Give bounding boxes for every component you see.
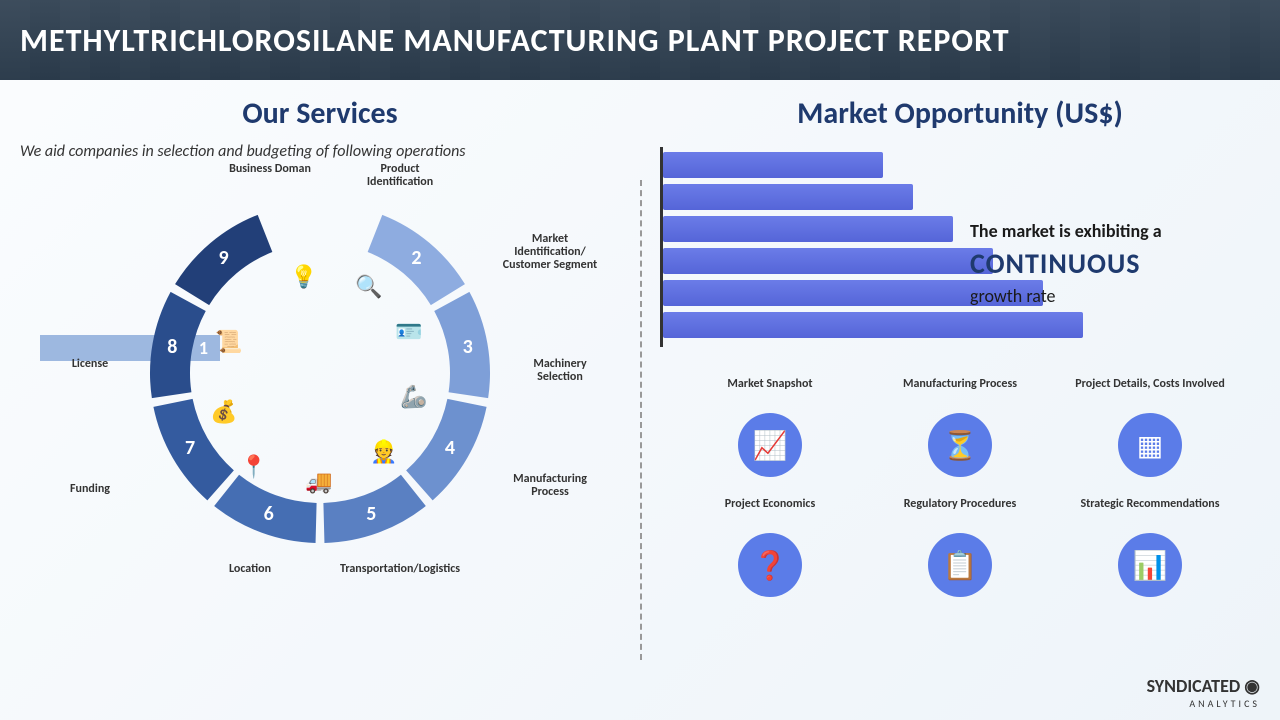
wheel-number-7: 7 bbox=[185, 436, 195, 460]
wheel-icon-1: 💡 bbox=[290, 263, 317, 290]
wheel-number-6: 6 bbox=[264, 502, 274, 526]
feature-item-1: Manufacturing Process ⏳ bbox=[870, 377, 1050, 477]
page-title: METHYLTRICHLOROSILANE MANUFACTURING PLAN… bbox=[20, 21, 1010, 60]
wheel-icon-7: 📍 bbox=[240, 453, 267, 480]
wheel-label-3: Market Identification/ Customer Segment bbox=[500, 233, 600, 273]
feature-item-2: Project Details, Costs Involved ▦ bbox=[1060, 377, 1240, 477]
wheel-icon-4: 🦾 bbox=[400, 383, 427, 410]
feature-icon-3: ❓ bbox=[738, 533, 802, 597]
services-panel: Our Services We aid companies in selecti… bbox=[0, 80, 640, 720]
wheel-number-5: 5 bbox=[366, 502, 376, 526]
services-title: Our Services bbox=[20, 95, 620, 132]
wheel-label-9: License bbox=[40, 358, 140, 371]
feature-label-3: Project Economics bbox=[680, 497, 860, 525]
feature-grid: Market Snapshot 📈 Manufacturing Process ⏳ Pr… bbox=[660, 377, 1260, 597]
wheel-segment-8 bbox=[150, 292, 206, 398]
wheel-svg: 2 3 4 5 6 7 8 9 bbox=[140, 193, 500, 553]
wheel-number-9: 9 bbox=[219, 246, 229, 270]
feature-icon-0: 📈 bbox=[738, 413, 802, 477]
growth-line-1: The market is exhibiting a bbox=[970, 220, 1250, 242]
market-bar-0 bbox=[663, 152, 883, 178]
wheel-label-7: Location bbox=[200, 563, 300, 576]
growth-line-2: CONTINUOUS bbox=[970, 246, 1250, 281]
wheel-label-4: Machinery Selection bbox=[510, 358, 610, 384]
header-banner: METHYLTRICHLOROSILANE MANUFACTURING PLAN… bbox=[0, 0, 1280, 80]
feature-item-3: Project Economics ❓ bbox=[680, 497, 860, 597]
wheel-icon-5: 👷 bbox=[370, 438, 397, 465]
wheel-label-8: Funding bbox=[40, 483, 140, 496]
feature-item-4: Regulatory Procedures 📋 bbox=[870, 497, 1050, 597]
feature-icon-2: ▦ bbox=[1118, 413, 1182, 477]
market-bar-2 bbox=[663, 216, 953, 242]
wheel-icon-8: 💰 bbox=[210, 398, 237, 425]
wheel-icon-3: 🪪 bbox=[395, 318, 422, 345]
growth-line-3: growth rate bbox=[970, 285, 1250, 307]
market-panel: Market Opportunity (US$) The market is e… bbox=[640, 80, 1280, 720]
feature-label-2: Project Details, Costs Involved bbox=[1060, 377, 1240, 405]
services-wheel: 23456789 Business Doman💡Product Identifi… bbox=[140, 193, 500, 553]
market-title: Market Opportunity (US$) bbox=[660, 95, 1260, 132]
market-bar-1 bbox=[663, 184, 913, 210]
wheel-icon-2: 🔍 bbox=[355, 273, 382, 300]
wheel-label-5: Manufacturing Process bbox=[500, 473, 600, 499]
market-bar-3 bbox=[663, 248, 993, 274]
feature-item-5: Strategic Recommendations 📊 bbox=[1060, 497, 1240, 597]
feature-item-0: Market Snapshot 📈 bbox=[680, 377, 860, 477]
services-subtitle: We aid companies in selection and budget… bbox=[20, 142, 620, 163]
content-area: Our Services We aid companies in selecti… bbox=[0, 80, 1280, 720]
wheel-label-2: Product Identification bbox=[350, 163, 450, 189]
wheel-number-4: 4 bbox=[445, 436, 455, 460]
wheel-number-8: 8 bbox=[167, 335, 177, 359]
wheel-icon-6: 🚚 bbox=[305, 468, 332, 495]
feature-icon-4: 📋 bbox=[928, 533, 992, 597]
market-bar-5 bbox=[663, 312, 1083, 338]
feature-label-1: Manufacturing Process bbox=[870, 377, 1050, 405]
wheel-number-2: 2 bbox=[411, 246, 421, 270]
feature-label-4: Regulatory Procedures bbox=[870, 497, 1050, 525]
wheel-label-6: Transportation/Logistics bbox=[340, 563, 440, 576]
wheel-icon-9: 📜 bbox=[215, 328, 242, 355]
feature-icon-5: 📊 bbox=[1118, 533, 1182, 597]
wheel-label-1: Business Doman bbox=[220, 163, 320, 176]
feature-label-5: Strategic Recommendations bbox=[1060, 497, 1240, 525]
growth-callout: The market is exhibiting a CONTINUOUS gr… bbox=[970, 220, 1250, 307]
brand-logo: SYNDICATED ◉ANALYTICS bbox=[1147, 675, 1260, 710]
feature-icon-1: ⏳ bbox=[928, 413, 992, 477]
wheel-number-3: 3 bbox=[463, 335, 473, 359]
feature-label-0: Market Snapshot bbox=[680, 377, 860, 405]
